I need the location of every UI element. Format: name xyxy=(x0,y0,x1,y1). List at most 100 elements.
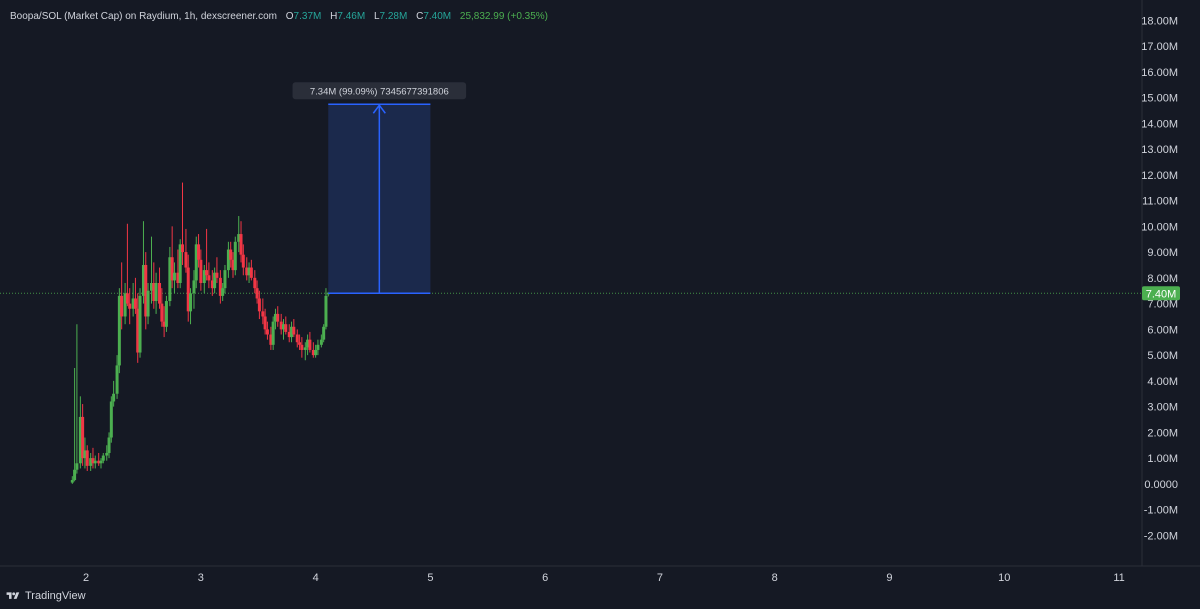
time-tick-label: 3 xyxy=(198,572,204,584)
candle-body xyxy=(105,452,109,456)
candle-body xyxy=(93,460,97,464)
candle-body xyxy=(70,480,74,483)
candle-body xyxy=(199,259,203,283)
candle-body xyxy=(168,257,172,302)
candle-body xyxy=(170,257,174,281)
candle-body xyxy=(284,324,288,332)
candle-body xyxy=(233,241,237,271)
price-tick-label: 1.00M xyxy=(1147,453,1178,465)
candle-body xyxy=(192,280,196,294)
last-price-value: 7.40M xyxy=(1146,288,1177,300)
tradingview-logo-icon xyxy=(6,592,20,599)
price-tick-label: 16.00M xyxy=(1141,67,1178,79)
candle-body xyxy=(120,295,124,317)
candle-body xyxy=(73,469,77,481)
price-tick-label: 3.00M xyxy=(1147,402,1178,414)
candle-body xyxy=(162,321,166,327)
candle-body xyxy=(101,455,105,461)
candle-body xyxy=(117,295,121,366)
price-tick-label: -2.00M xyxy=(1144,530,1178,542)
candle-body xyxy=(261,311,265,317)
price-axis[interactable]: 18.00M 17.00M 16.00M 15.00M 14.00M 13.00M 12.0… xyxy=(1141,15,1178,542)
price-tick-label: 17.00M xyxy=(1141,41,1178,53)
candle-body xyxy=(160,303,164,322)
time-tick-label: 6 xyxy=(542,572,548,584)
candle-body xyxy=(186,267,190,312)
candle-body xyxy=(128,303,132,309)
candle-body xyxy=(271,321,275,345)
time-tick-label: 5 xyxy=(427,572,433,584)
candle-body xyxy=(115,365,119,394)
candle-body xyxy=(99,460,103,464)
candle-body xyxy=(85,450,89,466)
candle-body xyxy=(125,293,129,304)
price-tick-label: 0.0000 xyxy=(1144,479,1178,491)
candle-body xyxy=(298,342,302,345)
price-tick-label: 11.00M xyxy=(1142,196,1178,208)
candle-body xyxy=(324,295,328,327)
candle-body xyxy=(164,301,168,327)
candle-body xyxy=(83,450,87,459)
price-tick-label: 5.00M xyxy=(1147,350,1178,362)
candle-body xyxy=(133,298,137,309)
candle-body xyxy=(223,270,227,289)
candle-body xyxy=(295,334,299,343)
candle-body xyxy=(263,316,267,330)
candle-body xyxy=(131,298,135,309)
candle-body xyxy=(109,401,113,438)
price-tick-label: 12.00M xyxy=(1141,170,1178,182)
candle-body xyxy=(123,293,127,317)
tradingview-brand[interactable]: TradingView xyxy=(6,587,86,605)
candle-body xyxy=(245,267,249,276)
candle-body xyxy=(189,293,193,312)
candle-body xyxy=(239,234,243,255)
time-tick-label: 10 xyxy=(998,572,1010,584)
candle-body xyxy=(78,416,82,464)
candle-body xyxy=(231,259,235,271)
high-label: H xyxy=(330,11,338,22)
price-tick-label: 13.00M xyxy=(1141,144,1178,156)
candle-body xyxy=(176,272,180,283)
price-tick-label: -1.00M xyxy=(1144,505,1178,517)
candle-body xyxy=(229,249,233,260)
candle-body xyxy=(136,308,140,353)
candle-body xyxy=(319,339,323,345)
price-tick-label: 10.00M xyxy=(1141,221,1178,233)
candle-body xyxy=(89,458,93,466)
brand-label: TradingView xyxy=(25,590,86,602)
symbol-title[interactable]: Boopa/SOL (Market Cap) on Raydium, 1h, d… xyxy=(10,11,277,22)
candle-body xyxy=(205,270,209,276)
measure-tool[interactable]: 7.34M (99.09%) 7345677391806 xyxy=(292,82,467,295)
candle-body xyxy=(138,295,142,353)
open-value: 7.37M xyxy=(293,11,322,22)
price-tick-label: 8.00M xyxy=(1147,273,1178,285)
time-axis[interactable]: 2 3 4 5 6 7 8 9 10 11 xyxy=(83,572,1125,584)
candle-body xyxy=(172,272,176,281)
candle-body xyxy=(152,283,156,302)
candle-body xyxy=(314,349,318,356)
candle-body xyxy=(112,393,116,402)
candle-body xyxy=(226,249,230,271)
candle-body xyxy=(184,252,188,268)
candle-body xyxy=(180,244,184,253)
time-tick-label: 4 xyxy=(313,572,319,584)
candle-body xyxy=(257,298,261,312)
candle-body xyxy=(292,326,296,335)
open-label: O xyxy=(285,11,294,22)
price-tick-label: 9.00M xyxy=(1147,247,1178,259)
candle-body xyxy=(210,280,214,289)
candle-body xyxy=(322,326,326,340)
time-tick-label: 7 xyxy=(657,572,663,584)
candle-body xyxy=(316,344,320,350)
candle-body xyxy=(97,460,101,464)
price-tick-label: 2.00M xyxy=(1147,427,1178,439)
price-tick-label: 15.00M xyxy=(1141,93,1178,105)
candle-body xyxy=(269,334,273,345)
candle-body xyxy=(178,244,182,283)
candle-body xyxy=(150,283,154,291)
candle-body xyxy=(273,313,277,322)
candle-body xyxy=(91,458,95,464)
time-tick-label: 2 xyxy=(83,572,89,584)
